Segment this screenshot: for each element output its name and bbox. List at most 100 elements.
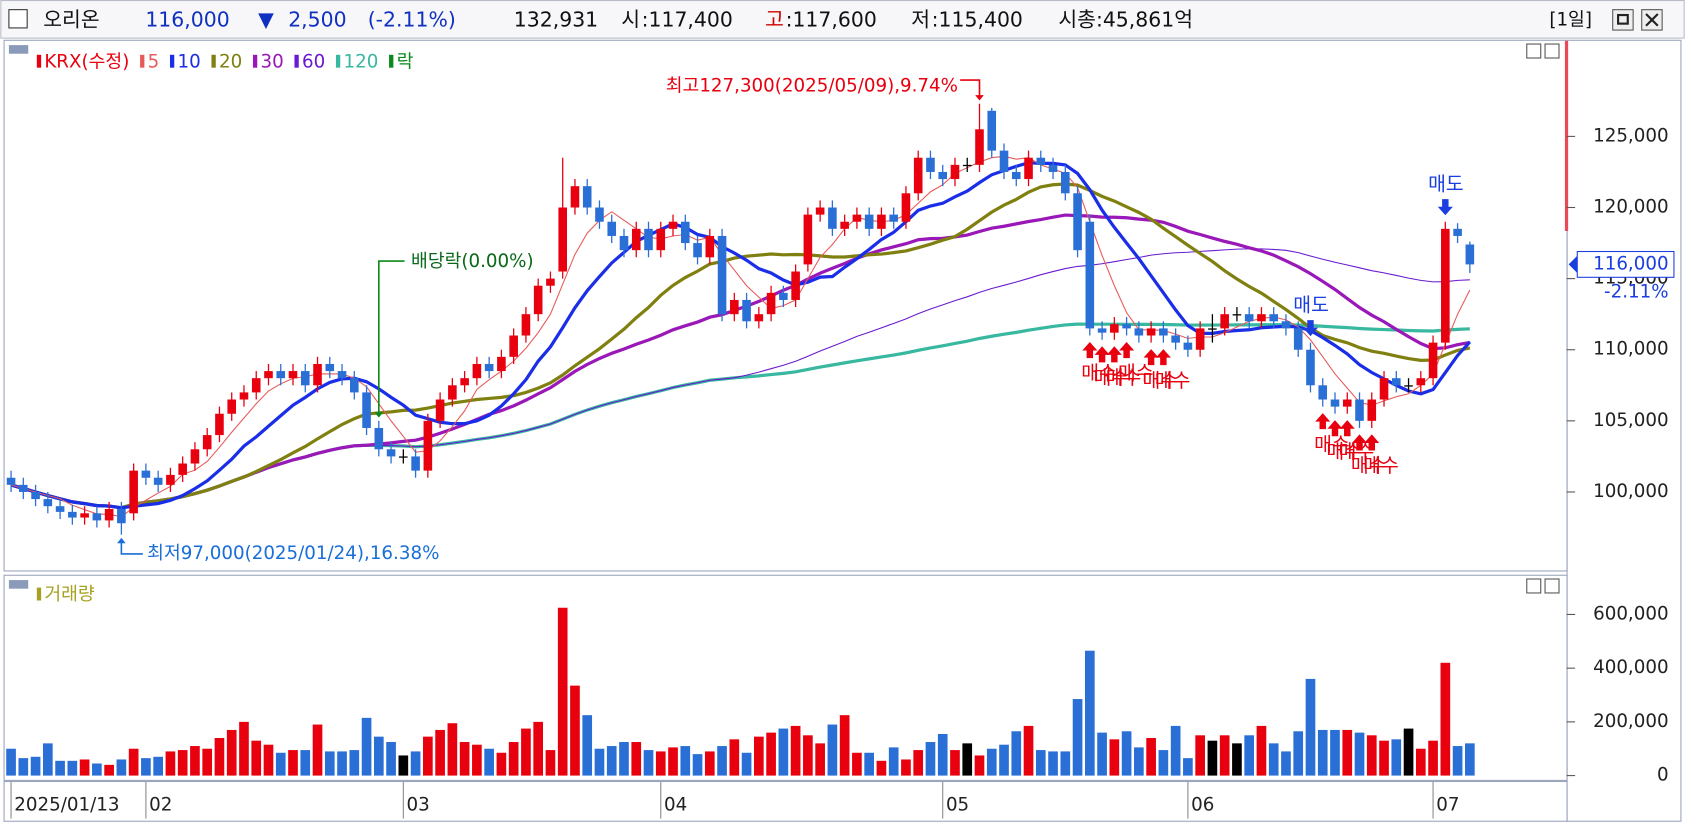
candle-body	[55, 506, 65, 512]
pane-icon[interactable]	[8, 580, 29, 589]
legend-label: KRX(수정)	[44, 51, 129, 72]
candle-body	[1159, 328, 1168, 336]
sell-arrow	[1302, 320, 1318, 337]
volume-bar	[92, 763, 102, 776]
volume-bar	[606, 746, 617, 776]
legend-swatch	[335, 54, 341, 68]
volume-bar	[226, 729, 237, 776]
candle-body	[1073, 193, 1082, 251]
buy-arrow	[1155, 349, 1171, 366]
candle-body	[766, 292, 776, 315]
candle-body	[239, 392, 249, 400]
maximize-icon	[1617, 13, 1629, 25]
volume-bar	[962, 743, 973, 776]
volume-bar	[30, 756, 41, 776]
volume-bar	[1219, 735, 1230, 776]
buy-arrow	[1351, 434, 1368, 451]
candle-body	[6, 477, 16, 485]
candle-body	[1195, 328, 1205, 350]
ma-line	[10, 155, 1471, 518]
candle-body	[178, 463, 187, 475]
candle-body	[374, 427, 384, 450]
pane-close-button[interactable]	[1544, 43, 1560, 59]
candle-body	[435, 399, 445, 421]
candle-body	[1465, 244, 1475, 265]
buy-arrow	[1094, 346, 1110, 363]
candle-body	[43, 499, 53, 507]
checkbox[interactable]	[8, 9, 28, 29]
x-tick-label: 02	[149, 795, 172, 816]
candle-body	[1232, 314, 1242, 316]
volume-bar	[312, 724, 323, 776]
price-tag-pointer	[1568, 255, 1578, 273]
volume-bar	[766, 732, 776, 776]
x-tick-label: 03	[407, 795, 430, 816]
volume-bar	[349, 750, 360, 776]
volume-bar	[999, 744, 1009, 776]
candle-body	[1404, 385, 1413, 387]
candle-body	[276, 371, 286, 379]
candle-body	[1122, 324, 1131, 329]
candle-body	[1441, 228, 1450, 343]
y-tick-label: 125,000	[1593, 125, 1668, 146]
y-tick-label: 110,000	[1593, 339, 1668, 360]
candle-body	[1428, 342, 1438, 379]
buy-arrow	[1364, 434, 1380, 451]
high-arrow	[960, 79, 981, 98]
price-tag: 116,000	[1593, 253, 1668, 274]
maximize-button[interactable]	[1612, 9, 1634, 31]
low-annotation: 최저97,000(2025/01/24),16.38%	[147, 543, 439, 564]
volume-bar	[337, 751, 347, 776]
candle-body	[1048, 164, 1058, 172]
buy-label: 매수	[1118, 362, 1154, 385]
volume-bar	[1023, 725, 1034, 776]
candle-body	[92, 513, 102, 521]
candle-body	[889, 214, 898, 222]
volume-bar	[177, 750, 188, 776]
candle-body	[1171, 335, 1180, 343]
pane-max-button[interactable]	[1526, 578, 1542, 594]
low-arrowhead	[117, 537, 126, 544]
candle-body	[215, 413, 224, 436]
volume-bar	[202, 748, 213, 776]
candle-body	[533, 285, 543, 315]
candle-body	[1146, 328, 1156, 336]
volume-bar	[18, 758, 29, 776]
open-label: 시	[621, 7, 640, 31]
y-tick-label: 0	[1657, 765, 1669, 786]
stock-name: 오리온	[43, 7, 99, 31]
volume-bar	[1317, 729, 1328, 776]
volume-bar	[300, 750, 311, 776]
pane-close-button[interactable]	[1544, 578, 1560, 594]
candle-body	[864, 214, 874, 229]
price-tag-box	[1576, 250, 1675, 278]
x-tick-label: 05	[946, 795, 969, 816]
candle-body	[460, 378, 469, 386]
volume-bar	[251, 740, 262, 776]
buy-arrow	[1315, 413, 1331, 430]
volume-bar	[1134, 747, 1144, 776]
candle-body	[1453, 228, 1462, 236]
candle-body	[1036, 157, 1046, 165]
candle-body	[1306, 349, 1315, 386]
candle-body	[1416, 378, 1426, 386]
x-tick-label: 2025/01/13	[14, 795, 119, 816]
volume-bar	[1465, 743, 1475, 776]
period[interactable]: [1일]	[1549, 9, 1592, 30]
volume-bar	[1183, 758, 1193, 776]
candle-body	[1379, 378, 1389, 400]
volume-bar	[398, 755, 409, 776]
volume-bar	[190, 746, 200, 776]
pane-icon[interactable]	[8, 45, 29, 54]
volume-bar	[141, 758, 151, 776]
volume-bar	[1097, 732, 1107, 776]
candle-body	[693, 243, 702, 258]
pane-max-button[interactable]	[1526, 43, 1542, 59]
candle-body	[31, 491, 40, 500]
candle-body	[938, 171, 948, 180]
x-tick-label: 06	[1191, 795, 1214, 816]
high-arrowhead	[975, 95, 984, 101]
volume-bar	[55, 760, 65, 776]
legend-swatch	[36, 587, 42, 601]
